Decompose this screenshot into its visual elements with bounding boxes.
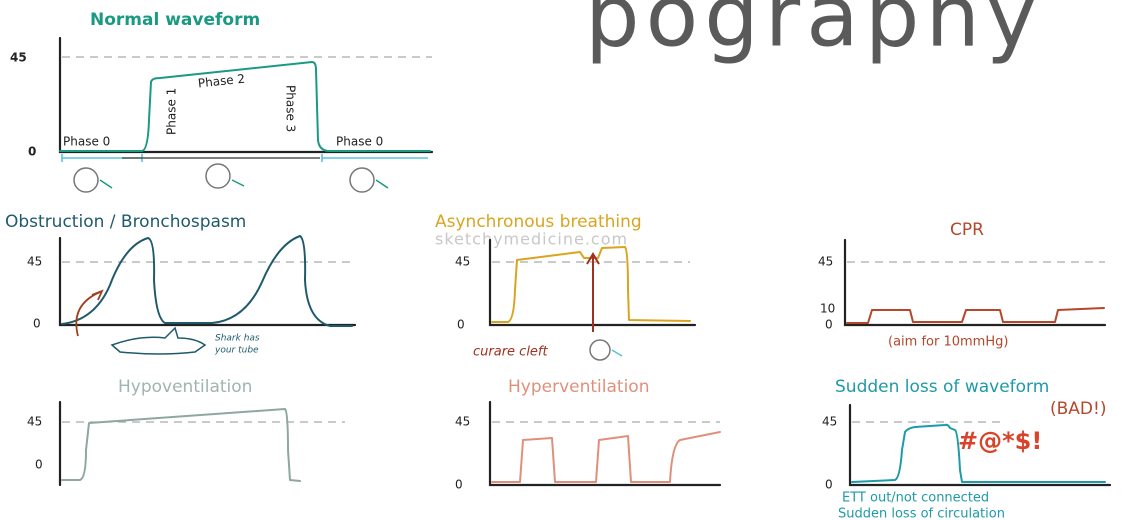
axis-label: 0: [35, 458, 43, 472]
arrow-head: [91, 289, 104, 301]
axis-label: 10: [820, 302, 835, 316]
axis-label: 0: [825, 478, 833, 492]
axis-label: 0: [825, 318, 833, 332]
phase-label: Phase 0: [336, 135, 383, 149]
note: Sudden loss of circulation: [838, 507, 1005, 520]
axes: [488, 238, 697, 327]
note: Shark has: [215, 334, 260, 344]
waveform: [61, 235, 353, 327]
panel-title: Hypoventilation: [118, 377, 252, 397]
axis-label: 0: [455, 478, 463, 492]
waveform: [61, 408, 301, 482]
axis-label: 45: [822, 415, 837, 429]
hypoventilation-panel: Hypoventilation 45 0: [27, 377, 345, 487]
breath-arrow: [611, 349, 623, 357]
panel-title: Asynchronous breathing: [435, 212, 642, 232]
asynchronous-panel: Asynchronous breathing sketchymedicine.c…: [435, 212, 697, 361]
breath-icons: [73, 163, 389, 193]
axis-label: 0: [28, 145, 36, 159]
axes: [843, 238, 1107, 327]
arrow: [586, 252, 600, 332]
obstruction-panel: Obstruction / Bronchospasm 45 0 Shark ha…: [5, 212, 357, 356]
waveform: [59, 61, 431, 152]
watermark: sketchymedicine.com: [435, 230, 628, 249]
note: your tube: [214, 346, 259, 356]
axis-label: 0: [33, 317, 41, 331]
shark-icon: [110, 326, 207, 355]
panel-title: Hyperventilation: [508, 377, 649, 397]
panel-title: Normal waveform: [90, 10, 260, 30]
waveform: [851, 423, 1106, 483]
axis-label: 45: [27, 255, 42, 269]
phase-label: Phase 3: [284, 85, 298, 132]
panel-subtitle: (BAD!): [1050, 399, 1106, 419]
axis-label: 45: [818, 255, 833, 269]
breath-icon: [589, 339, 611, 361]
axis-label: 0: [457, 318, 465, 332]
waveform: [846, 307, 1105, 324]
panel-title: Sudden loss of waveform: [835, 377, 1049, 397]
axis-label: 45: [455, 415, 470, 429]
note: (aim for 10mmHg): [888, 335, 1008, 350]
axis-label: 45: [455, 255, 470, 269]
phase-label: Phase 1: [165, 88, 179, 135]
phase-label: Phase 2: [197, 72, 245, 91]
axes: [488, 400, 722, 487]
header-title: pography: [585, 0, 1043, 66]
note: #@*$!: [958, 427, 1042, 455]
axis-label: 45: [27, 415, 42, 429]
axes: [58, 236, 357, 327]
note: curare cleft: [473, 345, 549, 360]
waveform: [491, 431, 721, 483]
phase-label: Phase 0: [63, 135, 110, 149]
cpr-panel: CPR 45 10 0 (aim for 10mmHg): [818, 220, 1107, 350]
note: ETT out/not connected: [842, 491, 989, 506]
axis-label: 45: [10, 51, 27, 65]
panel-title: Obstruction / Bronchospasm: [5, 212, 246, 232]
axes: [848, 403, 1112, 487]
hyperventilation-panel: Hyperventilation 45 0: [455, 377, 722, 492]
sudden-loss-panel: Sudden loss of waveform (BAD!) 45 0 #@*$…: [822, 377, 1112, 520]
panel-title: CPR: [950, 220, 984, 240]
normal-panel: Normal waveform 45 0 Phase 0 Phase 1 Pha…: [10, 10, 434, 193]
